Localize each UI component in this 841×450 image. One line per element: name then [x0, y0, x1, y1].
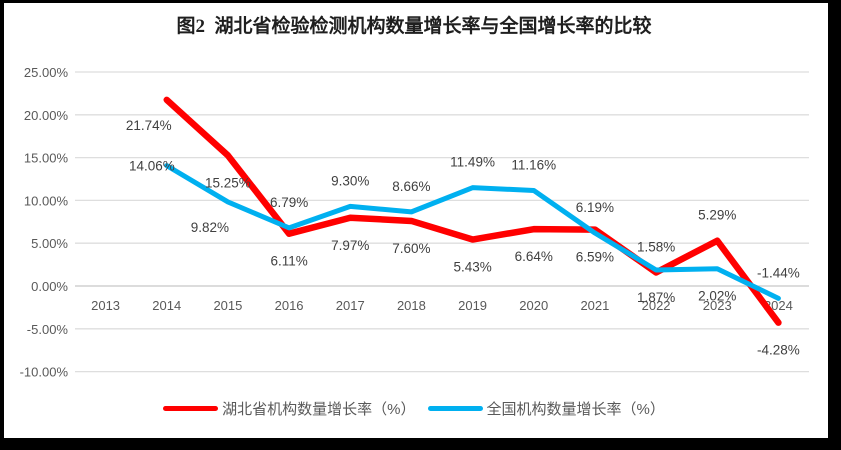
- data-label: 1.87%: [637, 290, 675, 305]
- y-axis-tick-label: 10.00%: [24, 193, 69, 208]
- data-label: 6.64%: [515, 249, 553, 264]
- legend-label-hubei: 湖北省机构数量增长率（%）: [222, 401, 416, 418]
- data-label: 7.60%: [392, 241, 430, 256]
- data-label: 15.25%: [205, 175, 251, 190]
- legend-item-national: 全国机构数量增长率（%）: [427, 398, 665, 419]
- data-label: 5.43%: [453, 260, 491, 275]
- legend-line-blue-icon: [427, 406, 483, 411]
- frame-border-bottom: [0, 438, 841, 450]
- data-label: -4.28%: [757, 343, 800, 358]
- data-label: 8.66%: [392, 179, 430, 194]
- x-axis-tick-label: 2019: [458, 298, 487, 313]
- chart-title: 图2 湖北省检验检测机构数量增长率与全国增长率的比较: [176, 16, 652, 37]
- series-line-1: [164, 163, 781, 301]
- chart-legend: 湖北省机构数量增长率（%） 全国机构数量增长率（%）: [0, 398, 828, 419]
- x-axis-tick-label: 2017: [336, 298, 365, 313]
- frame-border-left: [0, 0, 4, 450]
- data-labels: 21.74% 15.25% 6.11% 7.97% 7.60% 5.43% 6.64% 6.5…: [126, 118, 800, 358]
- y-axis-tick-label: -10.00%: [20, 365, 69, 380]
- frame-border-top: [0, 0, 841, 3]
- frame-border-right: [828, 0, 841, 450]
- data-label: 6.59%: [576, 250, 614, 265]
- x-axis-tick-label: 2016: [275, 298, 304, 313]
- data-label: 21.74%: [126, 118, 172, 133]
- x-axis-tick-label: 2013: [91, 298, 120, 313]
- series-line-0: [163, 96, 782, 326]
- y-axis-tick-label: 0.00%: [31, 279, 68, 294]
- legend-line-red-icon: [163, 406, 219, 411]
- data-label: 9.82%: [191, 220, 229, 235]
- x-axis-tick-label: 2014: [152, 298, 181, 313]
- y-axis-tick-label: 5.00%: [31, 236, 68, 251]
- x-axis-ticks: 2013 2014 2015 2016 2017 2018 2019 2020 2021 2022…: [91, 298, 793, 313]
- y-axis-tick-label: 15.00%: [24, 151, 69, 166]
- x-axis-tick-label: 2018: [397, 298, 426, 313]
- data-label: 6.11%: [270, 254, 307, 269]
- x-axis-tick-label: 2015: [213, 298, 242, 313]
- y-axis-tick-label: -5.00%: [27, 322, 69, 337]
- x-axis-tick-label: 2023: [703, 298, 732, 313]
- y-axis-ticks: 25.00% 20.00% 15.00% 10.00% 5.00% 0.00% -5.00%…: [20, 65, 69, 380]
- data-label: 5.29%: [698, 208, 736, 223]
- data-label: 2.02%: [698, 289, 736, 304]
- data-label: -1.44%: [757, 265, 800, 280]
- data-label: 7.97%: [331, 238, 369, 253]
- legend-label-national: 全国机构数量增长率（%）: [486, 401, 665, 418]
- gridlines: [75, 71, 809, 373]
- data-label: 11.16%: [511, 157, 556, 172]
- data-label: 11.49%: [450, 155, 495, 170]
- data-label: 6.19%: [576, 200, 614, 215]
- x-axis-tick-label: 2021: [580, 298, 609, 313]
- data-label: 6.79%: [270, 195, 308, 210]
- data-label: 9.30%: [331, 173, 369, 188]
- x-axis-tick-label: 2020: [519, 298, 548, 313]
- x-axis-tick-label: 2022: [642, 298, 671, 313]
- y-axis-tick-label: 25.00%: [24, 65, 69, 80]
- y-axis-tick-label: 20.00%: [24, 108, 69, 123]
- data-label: 1.58%: [637, 239, 675, 254]
- data-label: 14.06%: [129, 159, 175, 174]
- legend-item-hubei: 湖北省机构数量增长率（%）: [163, 398, 416, 419]
